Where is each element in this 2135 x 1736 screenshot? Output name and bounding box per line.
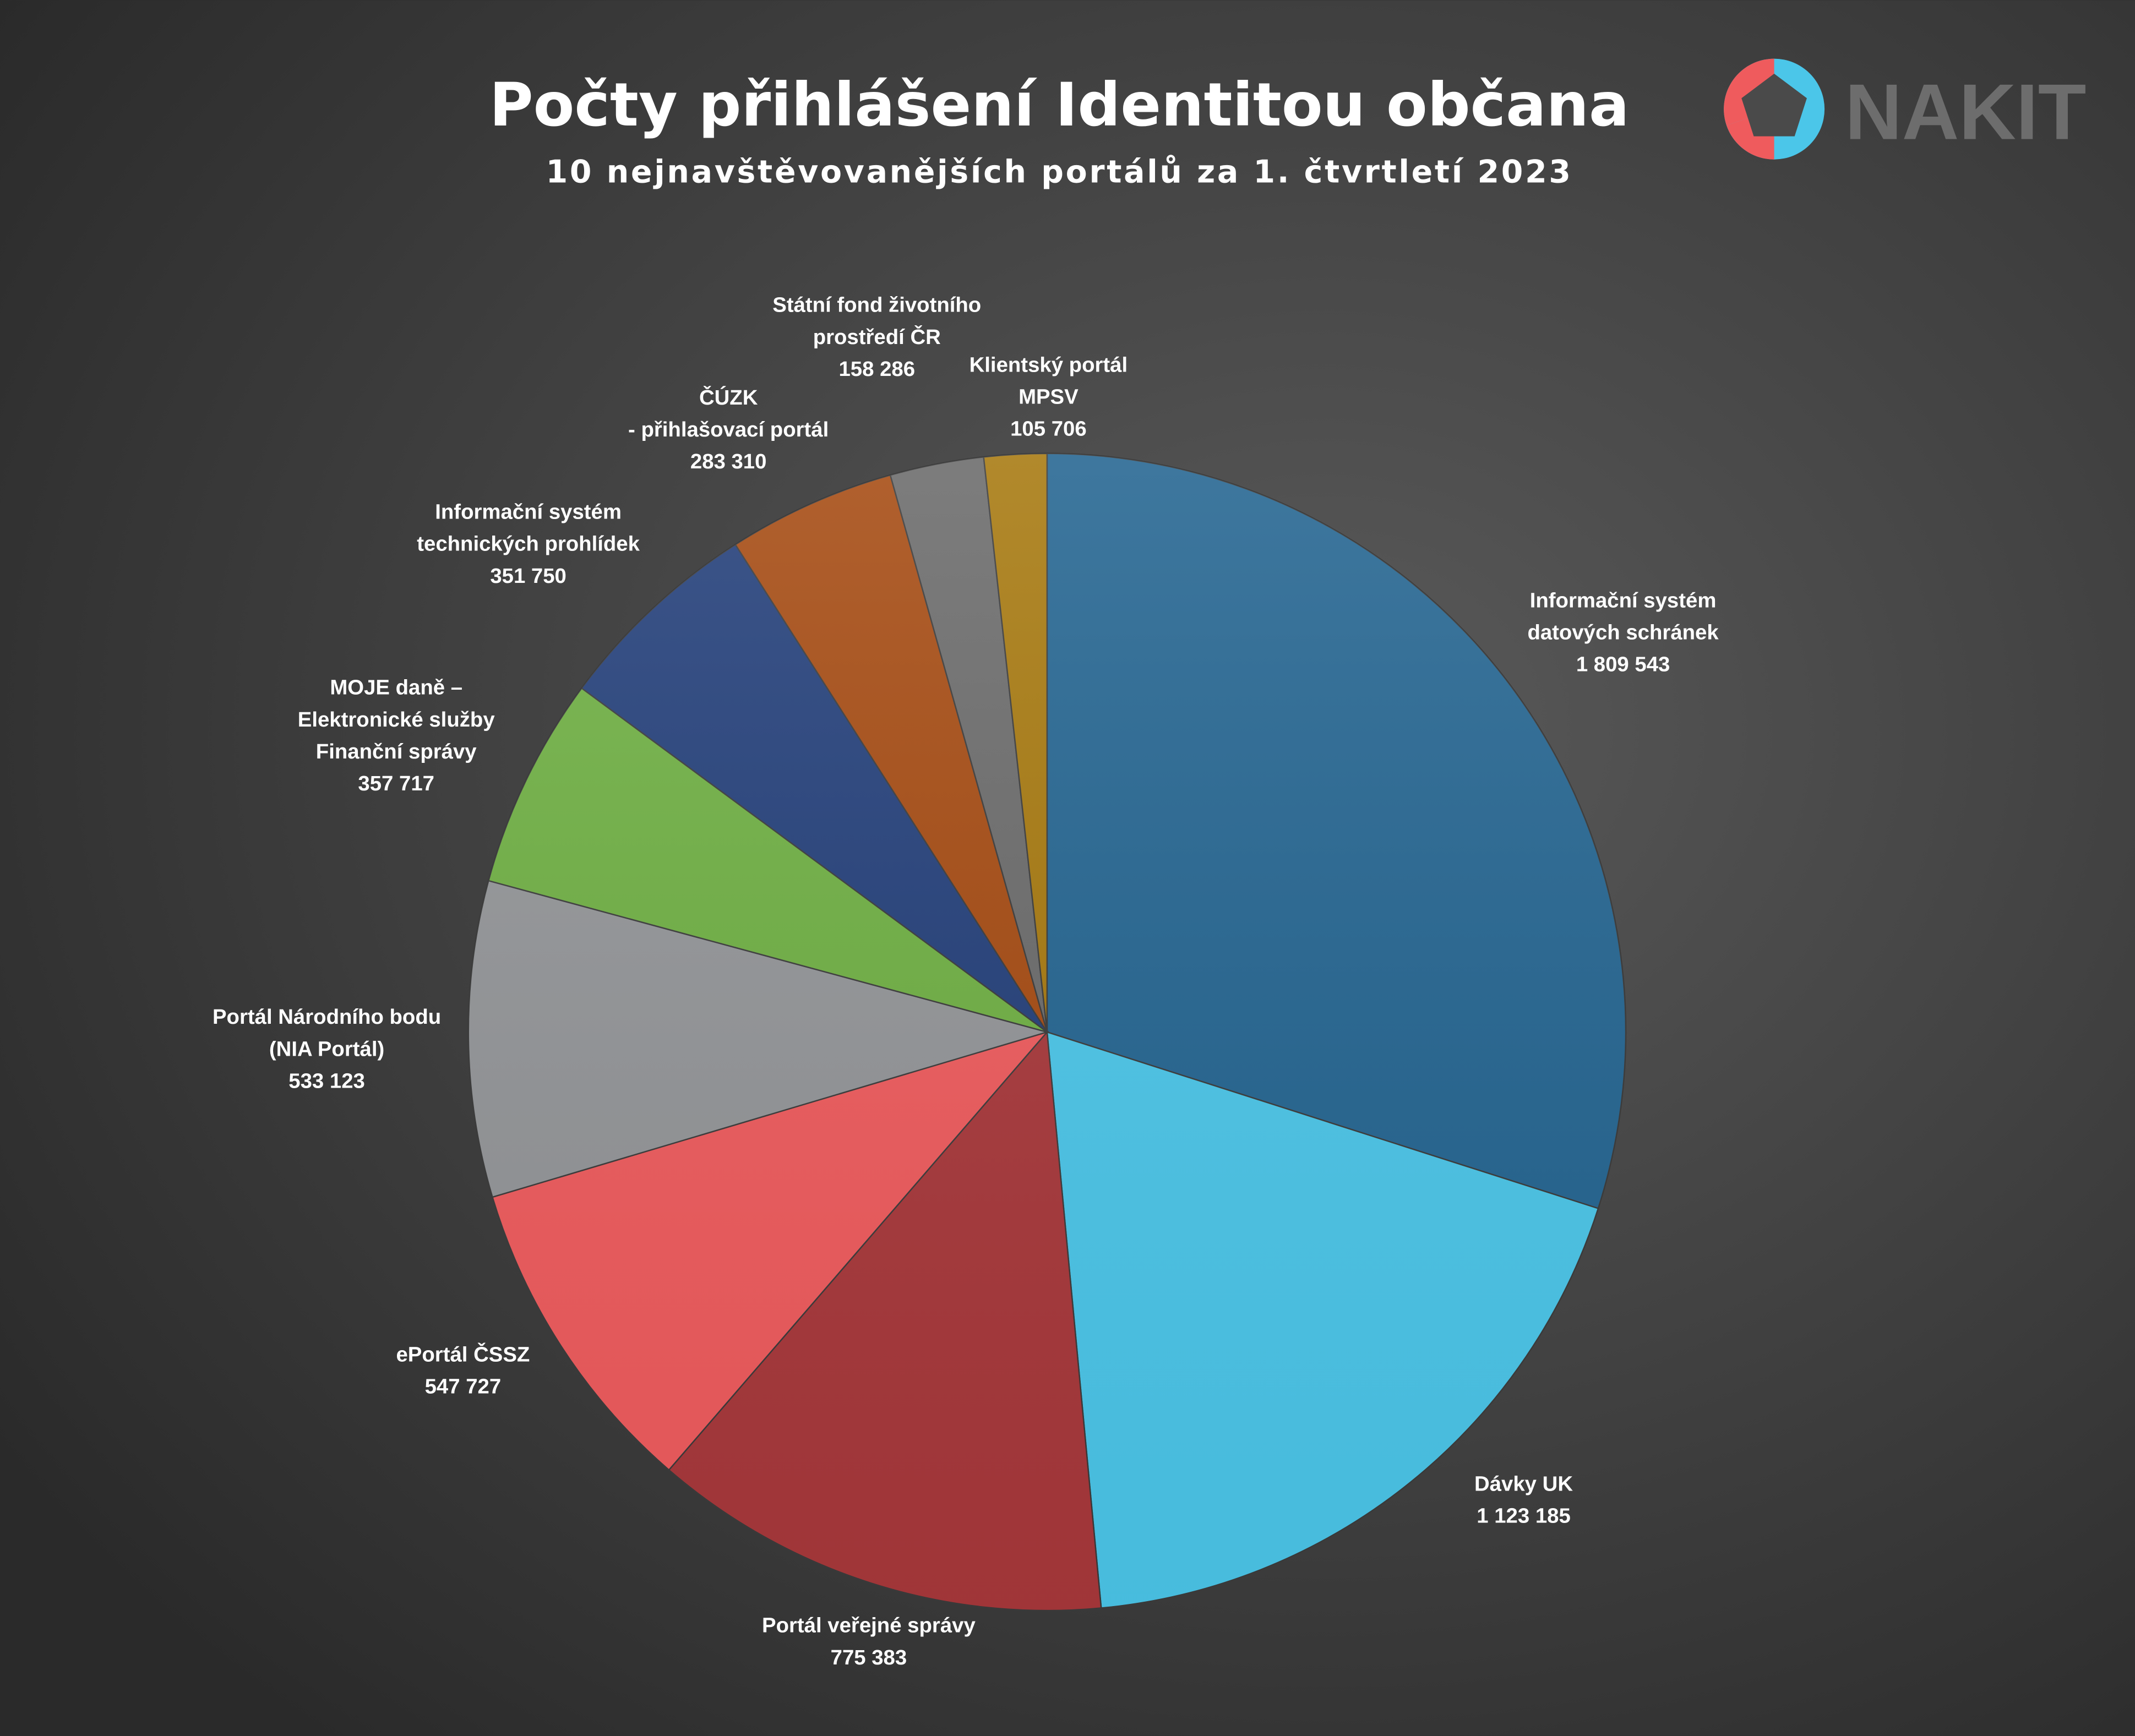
slice-value-label: 158 286 — [838, 357, 915, 381]
slice-label: Portál Národního bodu — [213, 1005, 441, 1029]
slice-value-label: 533 123 — [288, 1069, 365, 1093]
slice-label: Dávky UK — [1474, 1472, 1573, 1495]
slice-value-label: 357 717 — [358, 772, 434, 795]
slice-label: ČÚZK — [699, 385, 758, 410]
labels: Informační systém datových schránek 1 809 … — [213, 293, 1719, 1669]
slice-label: Státní fond životního — [772, 293, 981, 317]
slice-value-label: 351 750 — [490, 564, 567, 588]
slice-label: Informační systém — [435, 500, 622, 524]
slice-label: Elektronické služby — [298, 708, 495, 731]
pie — [467, 452, 1627, 1612]
slice-label: datových schránek — [1527, 621, 1719, 645]
slice-label: Portál veřejné správy — [762, 1614, 976, 1637]
slice-label: Klientský portál — [970, 353, 1128, 377]
slice-label: (NIA Portál) — [269, 1037, 384, 1061]
logo-text: NAKIT — [1845, 68, 2086, 156]
chart-subtitle: 10 nejnavštěvovanějších portálů za 1. čt… — [546, 154, 1573, 190]
slice-value-label: 547 727 — [425, 1375, 502, 1399]
slice-value-label: 1 809 543 — [1576, 653, 1670, 676]
chart-title: Počty přihlášení Identitou občana — [489, 70, 1630, 140]
slice-label: technických prohlídek — [417, 532, 640, 556]
logo: NAKIT — [1724, 58, 2086, 160]
slice-value-label: 775 383 — [831, 1646, 907, 1669]
slice-value-label: 105 706 — [1010, 417, 1087, 441]
slice-value-label: 283 310 — [690, 450, 767, 473]
slice-label: - přihlašovací portál — [628, 418, 829, 441]
slice-label: MOJE daně – — [330, 676, 462, 700]
slice-label: Finanční správy — [316, 740, 477, 763]
logo-pentagon — [1741, 73, 1807, 137]
slice-label: Informační systém — [1530, 588, 1717, 612]
slice-label: prostředí ČR — [813, 324, 941, 349]
slice-label: MPSV — [1019, 385, 1079, 409]
slice-value-label: 1 123 185 — [1477, 1504, 1571, 1528]
slice-label: ePortál ČSSZ — [396, 1342, 530, 1367]
